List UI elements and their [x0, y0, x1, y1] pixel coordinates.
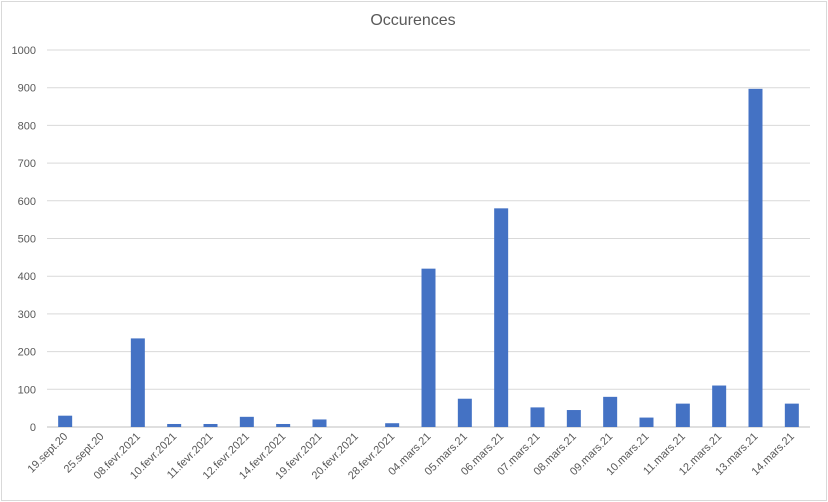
bar: [712, 385, 727, 427]
bar: [566, 410, 581, 427]
bar: [167, 423, 182, 427]
y-tick-label: 200: [18, 347, 36, 359]
bar: [457, 398, 472, 427]
y-tick-label: 500: [18, 234, 36, 246]
bar: [603, 396, 618, 427]
y-tick-label: 900: [18, 83, 36, 95]
bar: [675, 403, 690, 427]
y-tick-label: 100: [18, 384, 36, 396]
bar: [639, 417, 654, 427]
bar: [276, 423, 291, 427]
y-tick-label: 1000: [12, 45, 36, 57]
bar: [239, 416, 254, 427]
bar: [130, 338, 145, 427]
y-tick-label: 600: [18, 196, 36, 208]
bar: [784, 403, 799, 427]
chart-title: Occurences: [370, 12, 456, 29]
y-tick-label: 700: [18, 158, 36, 170]
bar: [748, 88, 763, 428]
y-tick-label: 400: [18, 271, 36, 283]
y-tick-label: 0: [30, 422, 36, 434]
bar: [203, 423, 218, 427]
bar: [385, 423, 400, 427]
y-tick-label: 300: [18, 309, 36, 321]
y-tick-label: 800: [18, 120, 36, 132]
bar: [312, 419, 327, 427]
bar: [494, 208, 509, 427]
bar: [421, 268, 436, 427]
bar: [58, 415, 73, 427]
bar: [530, 407, 545, 427]
